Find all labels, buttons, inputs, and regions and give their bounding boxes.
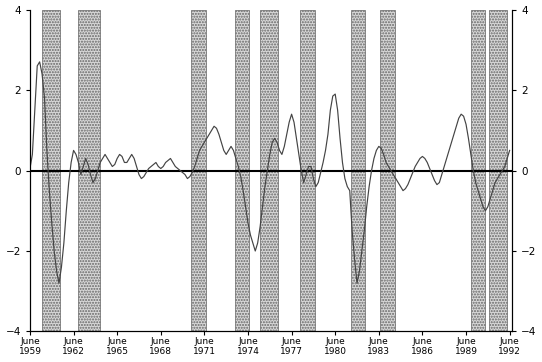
Bar bbox=[380, 9, 395, 332]
Bar bbox=[191, 9, 205, 332]
Bar bbox=[300, 9, 314, 332]
Bar bbox=[489, 9, 507, 332]
Bar bbox=[235, 9, 249, 332]
Bar bbox=[42, 9, 60, 332]
Bar bbox=[471, 9, 486, 332]
Bar bbox=[260, 9, 278, 332]
Bar bbox=[79, 9, 100, 332]
Bar bbox=[351, 9, 365, 332]
